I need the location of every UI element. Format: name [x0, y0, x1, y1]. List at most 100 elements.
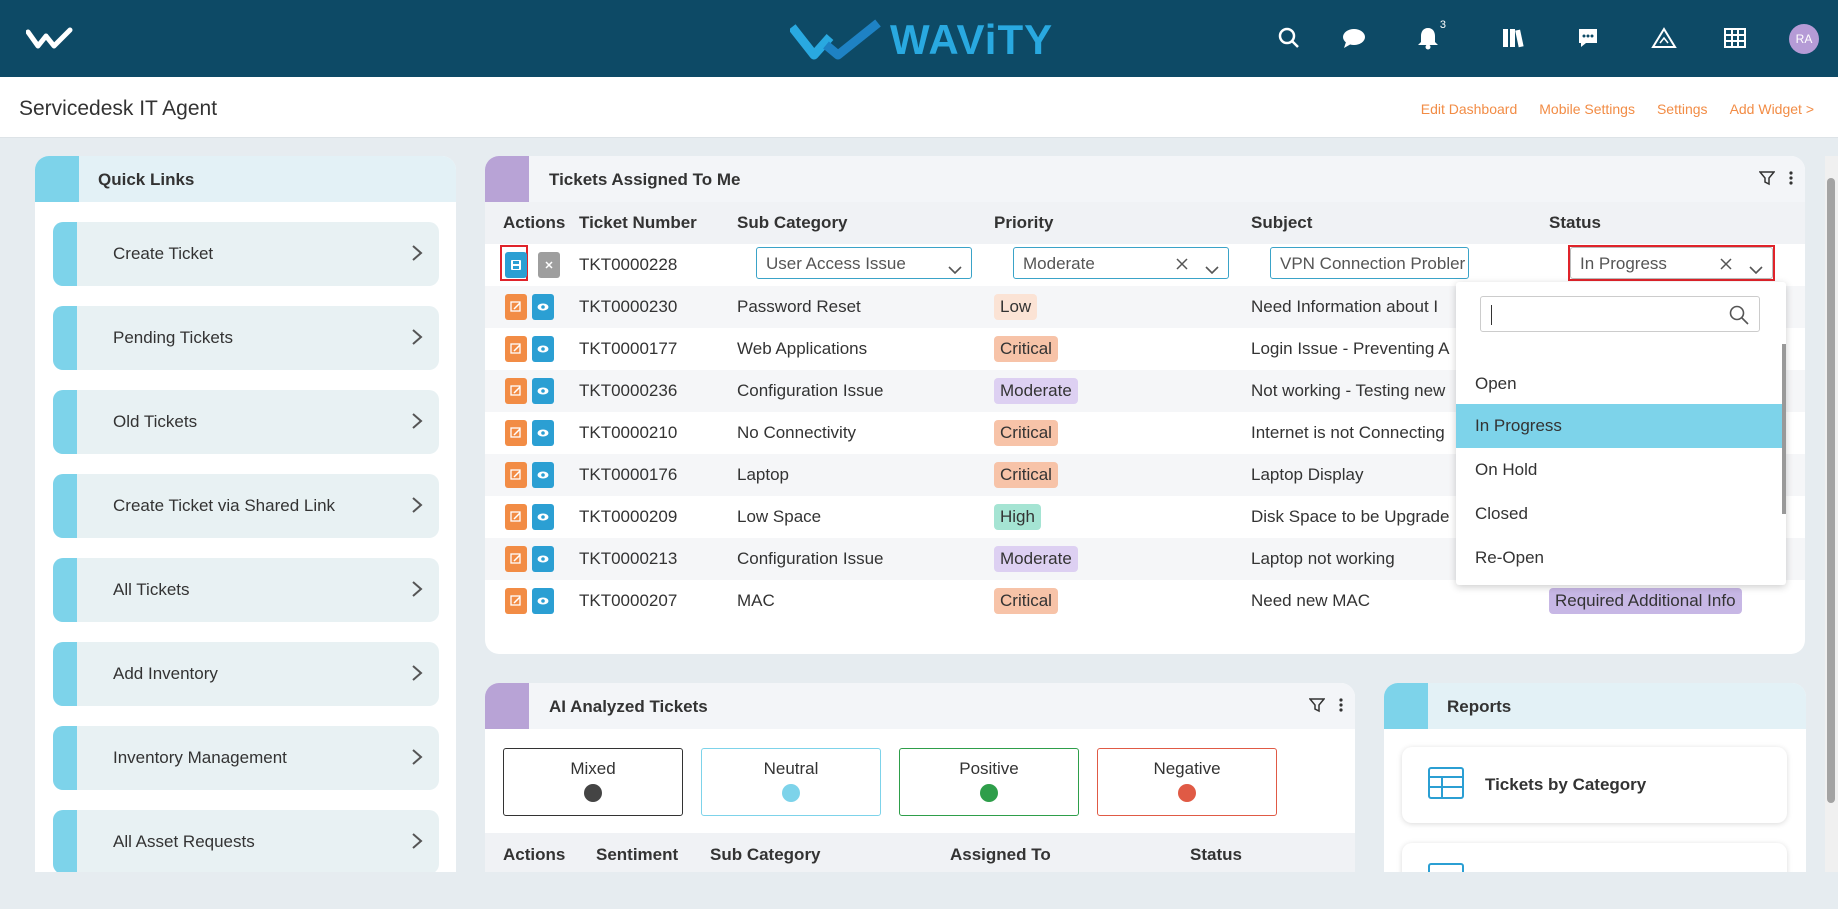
ticket-number[interactable]: TKT0000209 [579, 507, 678, 526]
ticket-number[interactable]: TKT0000213 [579, 538, 737, 580]
scrollbar-thumb[interactable] [1827, 178, 1835, 803]
edit-icon[interactable] [505, 420, 527, 446]
quick-link-inventory-management[interactable]: Inventory Management [53, 726, 439, 790]
column-header-ticket-number[interactable]: Ticket Number [579, 202, 737, 244]
quick-link-add-inventory[interactable]: Add Inventory [53, 642, 439, 706]
column-header-sub-category[interactable]: Sub Category [710, 845, 821, 864]
edit-icon[interactable] [505, 336, 527, 362]
view-eye-icon[interactable] [532, 588, 554, 614]
report-card-tickets-by-category[interactable]: Tickets by Category [1402, 747, 1787, 823]
quick-link-old-tickets[interactable]: Old Tickets [53, 390, 439, 454]
more-options-icon[interactable] [1789, 170, 1793, 191]
sentiment-negative-card[interactable]: Negative [1097, 748, 1277, 816]
ticket-number[interactable]: TKT0000176 [579, 454, 737, 496]
view-eye-icon[interactable] [532, 462, 554, 488]
column-header-actions[interactable]: Actions [503, 845, 566, 864]
reports-panel-header: Reports [1384, 683, 1806, 729]
priority-badge: Moderate [994, 378, 1078, 404]
ticket-number[interactable]: TKT0000207 [579, 591, 678, 610]
search-icon[interactable] [1275, 24, 1303, 52]
edit-icon[interactable] [505, 546, 527, 572]
edit-icon[interactable] [505, 378, 527, 404]
edit-icon[interactable] [505, 294, 527, 320]
more-options-icon[interactable] [1339, 697, 1343, 718]
ticket-number[interactable]: TKT0000228 [579, 255, 678, 274]
edit-icon[interactable] [505, 462, 527, 488]
quick-link-all-tickets[interactable]: All Tickets [53, 558, 439, 622]
reports-panel-title: Reports [1447, 697, 1512, 716]
user-avatar[interactable]: RA [1789, 24, 1819, 54]
feedback-message-icon[interactable] [1574, 24, 1602, 52]
column-header-actions[interactable]: Actions [485, 202, 579, 244]
sub-category: Laptop [737, 454, 994, 496]
column-header-priority[interactable]: Priority [994, 202, 1251, 244]
status-option-re-open[interactable]: Re-Open [1475, 548, 1544, 567]
status-option-open[interactable]: Open [1475, 374, 1517, 393]
status-select[interactable]: In Progress [1570, 247, 1773, 279]
page-footer-strip [0, 872, 1838, 909]
priority-value: Moderate [1023, 254, 1095, 273]
app-logo-icon[interactable] [25, 26, 76, 57]
quick-link-all-asset-requests[interactable]: All Asset Requests [53, 810, 439, 874]
ticket-number[interactable]: TKT0000236 [579, 370, 737, 412]
status-option-in-progress[interactable]: In Progress [1456, 404, 1783, 448]
quick-link-shared-link[interactable]: Create Ticket via Shared Link [53, 474, 439, 538]
view-eye-icon[interactable] [532, 378, 554, 404]
view-eye-icon[interactable] [532, 336, 554, 362]
quick-link-create-ticket[interactable]: Create Ticket [53, 222, 439, 286]
quick-links-panel: Quick Links Create Ticket Pending Ticket… [35, 156, 456, 909]
quick-link-label: All Asset Requests [113, 832, 255, 851]
priority-badge: High [994, 504, 1041, 530]
filter-icon[interactable] [1308, 697, 1326, 718]
ai-analyzed-tickets-panel: AI Analyzed Tickets Mixed Neutral Positi… [485, 683, 1355, 909]
notification-bell-icon[interactable]: 3 [1414, 19, 1446, 52]
dropdown-scrollbar[interactable] [1782, 344, 1786, 514]
column-header-sentiment[interactable]: Sentiment [596, 845, 679, 864]
edit-icon[interactable] [505, 504, 527, 530]
library-books-icon[interactable] [1499, 24, 1527, 52]
sentiment-positive-card[interactable]: Positive [899, 748, 1079, 816]
ticket-number[interactable]: TKT0000230 [579, 286, 737, 328]
view-eye-icon[interactable] [532, 294, 554, 320]
column-header-sub-category[interactable]: Sub Category [737, 202, 994, 244]
clear-x-icon[interactable] [1175, 256, 1189, 276]
ticket-number[interactable]: TKT0000177 [579, 339, 678, 358]
ticket-number[interactable]: TKT0000210 [579, 423, 678, 442]
save-icon[interactable] [505, 252, 527, 278]
brand-mark-icon [790, 19, 881, 60]
view-eye-icon[interactable] [532, 420, 554, 446]
grid-apps-icon[interactable] [1721, 24, 1749, 52]
dropdown-search-input[interactable] [1480, 296, 1760, 332]
column-header-subject[interactable]: Subject [1251, 202, 1549, 244]
cancel-x-icon[interactable] [538, 252, 560, 278]
status-option-closed[interactable]: Closed [1475, 504, 1528, 523]
priority-select[interactable]: Moderate [1013, 247, 1229, 279]
edit-dashboard-link[interactable]: Edit Dashboard [1420, 101, 1518, 117]
status-option-on-hold[interactable]: On Hold [1475, 460, 1538, 479]
column-header-status[interactable]: Status [1190, 845, 1242, 864]
page-scrollbar[interactable] [1825, 156, 1838, 872]
sub-category-select[interactable]: User Access Issue [756, 247, 972, 279]
quick-link-pending-tickets[interactable]: Pending Tickets [53, 306, 439, 370]
sentiment-mixed-card[interactable]: Mixed [503, 748, 683, 816]
view-eye-icon[interactable] [532, 504, 554, 530]
warning-alert-icon[interactable] [1650, 24, 1678, 52]
subject-input[interactable]: VPN Connection Probler [1270, 247, 1469, 279]
edit-icon[interactable] [505, 588, 527, 614]
status-highlight [1568, 245, 1775, 281]
clear-x-icon[interactable] [1719, 256, 1733, 276]
add-widget-link[interactable]: Add Widget > [1729, 101, 1814, 117]
column-header-assigned-to[interactable]: Assigned To [950, 845, 1051, 864]
filter-icon[interactable] [1758, 170, 1776, 191]
column-header-status[interactable]: Status [1549, 202, 1805, 244]
subject: Login Issue - Preventing A [1251, 339, 1450, 358]
settings-link[interactable]: Settings [1656, 101, 1708, 117]
chat-icon[interactable] [1340, 24, 1368, 52]
mobile-settings-link[interactable]: Mobile Settings [1539, 101, 1635, 117]
sentiment-neutral-card[interactable]: Neutral [701, 748, 881, 816]
view-eye-icon[interactable] [532, 546, 554, 572]
sub-category: Password Reset [737, 286, 994, 328]
panel-accent [485, 683, 529, 729]
chevron-right-icon [411, 580, 423, 603]
subject: Disk Space to be Upgrade [1251, 507, 1450, 526]
